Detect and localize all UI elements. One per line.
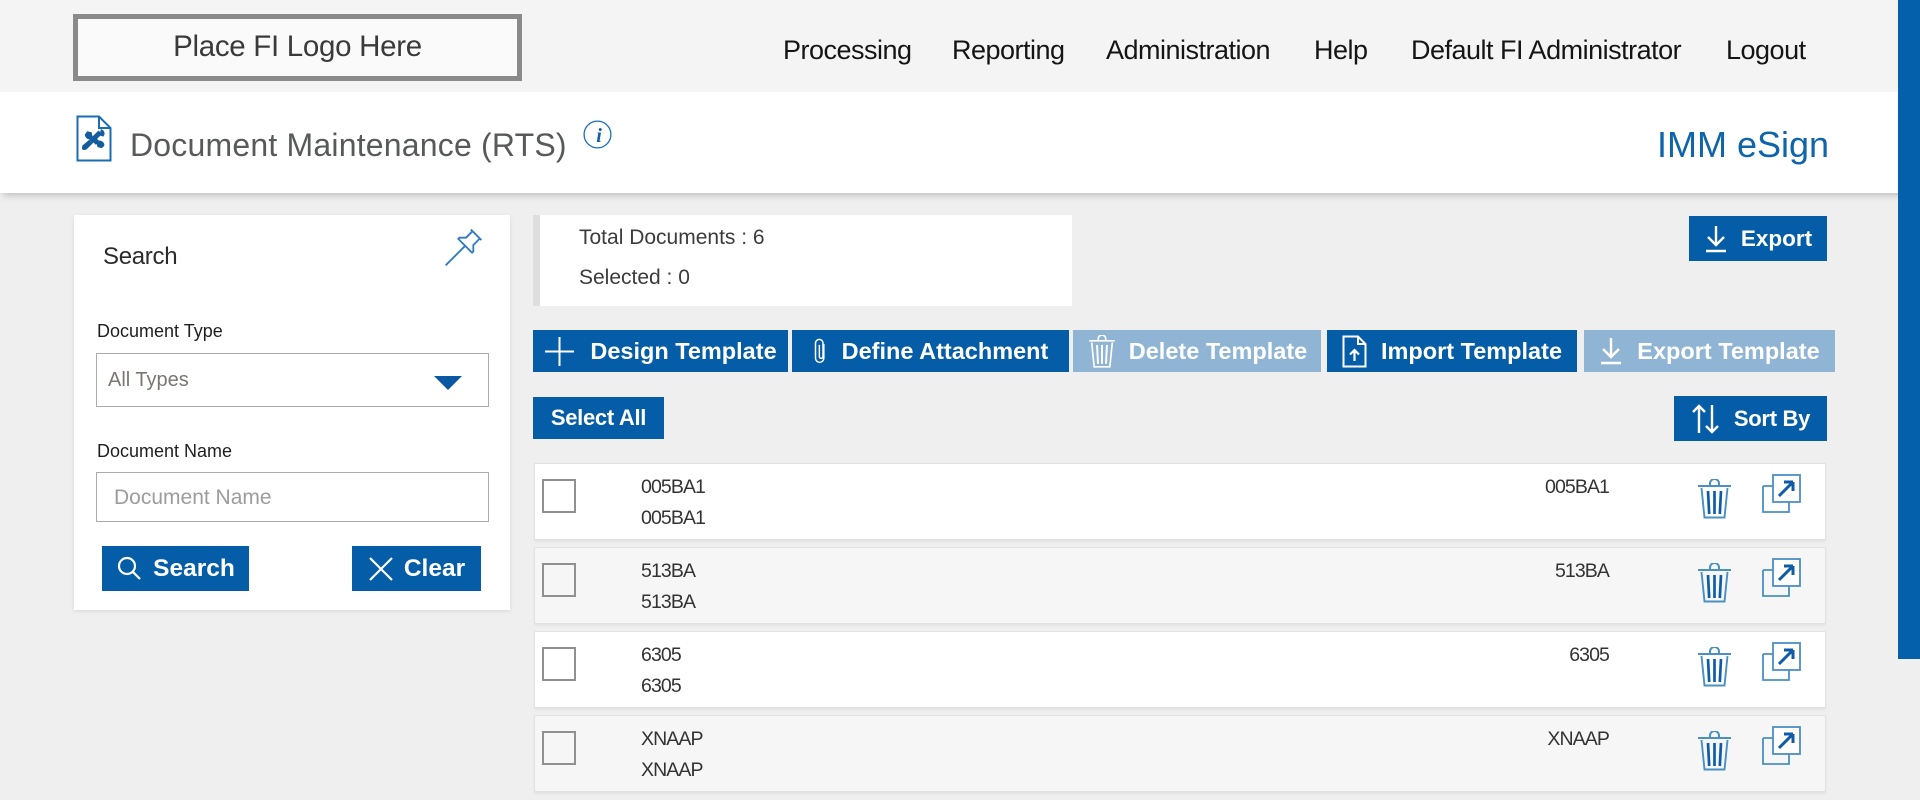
svg-text:i: i	[596, 125, 602, 147]
